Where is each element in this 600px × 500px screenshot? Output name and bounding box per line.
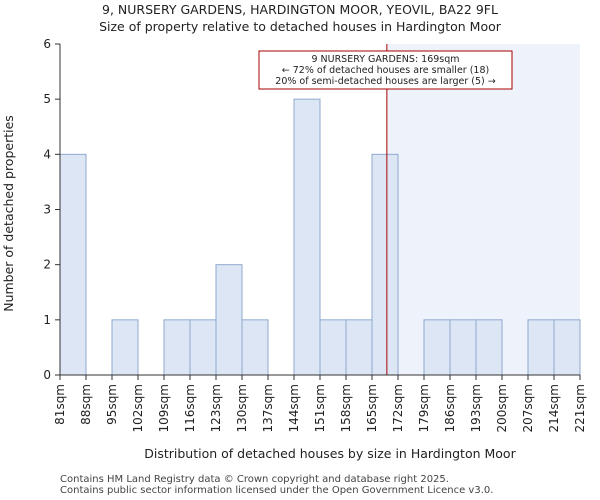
- x-tick-label: 207sqm: [521, 384, 535, 432]
- x-tick-label: 123sqm: [209, 384, 223, 432]
- footer-line-2: Contains public sector information licen…: [60, 485, 494, 496]
- x-tick-label: 102sqm: [131, 384, 145, 432]
- bar-109sqm: [163, 319, 191, 376]
- x-axis-label: Distribution of detached houses by size …: [144, 446, 516, 461]
- x-tick-label: 137sqm: [261, 384, 275, 432]
- bar-186sqm: [449, 319, 477, 376]
- x-tick-label: 200sqm: [495, 384, 509, 432]
- annotation-line-1: 9 NURSERY GARDENS: 169sqm: [311, 54, 459, 65]
- annotation-line-2: ← 72% of detached houses are smaller (18…: [282, 65, 489, 76]
- annotation-box: 9 NURSERY GARDENS: 169sqm ← 72% of detac…: [258, 50, 513, 90]
- y-tick-label: 0: [43, 368, 51, 382]
- y-tick-label: 4: [43, 147, 51, 161]
- x-tick-label: 95sqm: [105, 384, 119, 425]
- bar-165sqm: [371, 153, 399, 376]
- y-tick-label: 2: [43, 258, 51, 272]
- bar-chart: 0 1 2 3 4 5 6 81sqm 88sqm 95sqm 102sqm 109sqm 116sq…: [1, 37, 587, 461]
- x-tick-label: 186sqm: [443, 384, 457, 432]
- bar-207sqm: [527, 319, 555, 376]
- x-tick-label: 214sqm: [547, 384, 561, 432]
- x-tick-label: 116sqm: [183, 384, 197, 432]
- y-tick-label: 3: [43, 203, 51, 217]
- x-tick-label: 144sqm: [287, 384, 301, 432]
- y-tick-label: 6: [43, 37, 51, 51]
- y-tick-label: 1: [43, 313, 51, 327]
- x-tick-label: 179sqm: [417, 384, 431, 432]
- footer: Contains HM Land Registry data © Crown c…: [60, 474, 493, 496]
- chart-subtitle: Size of property relative to detached ho…: [99, 19, 501, 34]
- bar-81sqm: [59, 153, 87, 376]
- bar-95sqm: [111, 319, 139, 376]
- x-tick-label: 130sqm: [235, 384, 249, 432]
- annotation-line-3: 20% of semi-detached houses are larger (…: [275, 76, 495, 87]
- chart-title: 9, NURSERY GARDENS, HARDINGTON MOOR, YEO…: [102, 2, 498, 17]
- x-tick-label: 158sqm: [339, 384, 353, 432]
- x-tick-label: 165sqm: [365, 384, 379, 432]
- x-tick-label: 151sqm: [313, 384, 327, 432]
- x-tick-label: 109sqm: [157, 384, 171, 432]
- x-tick-label: 88sqm: [79, 384, 93, 425]
- bar-130sqm: [241, 319, 269, 376]
- y-tick-label: 5: [43, 92, 51, 106]
- bar-151sqm: [319, 319, 347, 376]
- x-tick-label: 172sqm: [391, 384, 405, 432]
- bar-123sqm: [215, 264, 243, 376]
- y-axis-label: Number of detached properties: [1, 115, 16, 312]
- bar-116sqm: [189, 319, 217, 376]
- bar-144sqm: [293, 98, 321, 376]
- footer-line-1: Contains HM Land Registry data © Crown c…: [60, 474, 449, 485]
- x-tick-label: 81sqm: [53, 384, 67, 425]
- x-tick-label: 221sqm: [573, 384, 587, 432]
- bar-193sqm: [475, 319, 503, 376]
- bar-179sqm: [423, 319, 451, 376]
- bar-214sqm: [553, 319, 581, 376]
- x-tick-label: 193sqm: [469, 384, 483, 432]
- bar-158sqm: [345, 319, 373, 376]
